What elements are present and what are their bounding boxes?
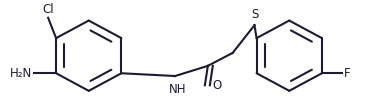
Text: H₂N: H₂N: [10, 67, 32, 80]
Text: O: O: [213, 79, 222, 92]
Text: NH: NH: [169, 83, 187, 96]
Text: S: S: [251, 8, 258, 21]
Text: F: F: [344, 67, 350, 80]
Text: Cl: Cl: [42, 3, 54, 16]
